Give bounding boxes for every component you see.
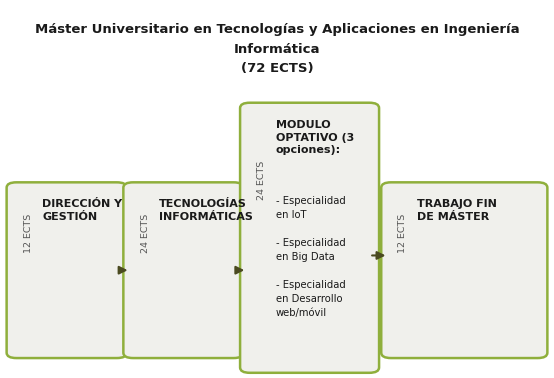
Text: 12 ECTS: 12 ECTS	[24, 214, 33, 254]
Text: DIRECCIÓN Y
GESTIÓN: DIRECCIÓN Y GESTIÓN	[43, 200, 122, 222]
Text: (72 ECTS): (72 ECTS)	[240, 62, 314, 75]
Text: TECNOLOGÍAS
INFORMÁTICAS: TECNOLOGÍAS INFORMÁTICAS	[159, 200, 253, 222]
FancyBboxPatch shape	[124, 182, 243, 358]
Text: - Especialidad
en IoT

- Especialidad
en Big Data

- Especialidad
en Desarrollo
: - Especialidad en IoT - Especialidad en …	[276, 196, 346, 318]
FancyBboxPatch shape	[7, 182, 127, 358]
Text: MODULO
OPTATIVO (3
opciones):: MODULO OPTATIVO (3 opciones):	[276, 120, 354, 155]
Text: Informática: Informática	[234, 43, 320, 56]
Text: Máster Universitario en Tecnologías y Aplicaciones en Ingeniería: Máster Universitario en Tecnologías y Ap…	[35, 23, 519, 36]
FancyBboxPatch shape	[381, 182, 547, 358]
Text: 24 ECTS: 24 ECTS	[257, 161, 266, 200]
Text: 12 ECTS: 12 ECTS	[398, 214, 407, 254]
FancyBboxPatch shape	[240, 103, 379, 373]
Text: 24 ECTS: 24 ECTS	[141, 214, 150, 254]
Text: TRABAJO FIN
DE MÁSTER: TRABAJO FIN DE MÁSTER	[417, 200, 497, 222]
